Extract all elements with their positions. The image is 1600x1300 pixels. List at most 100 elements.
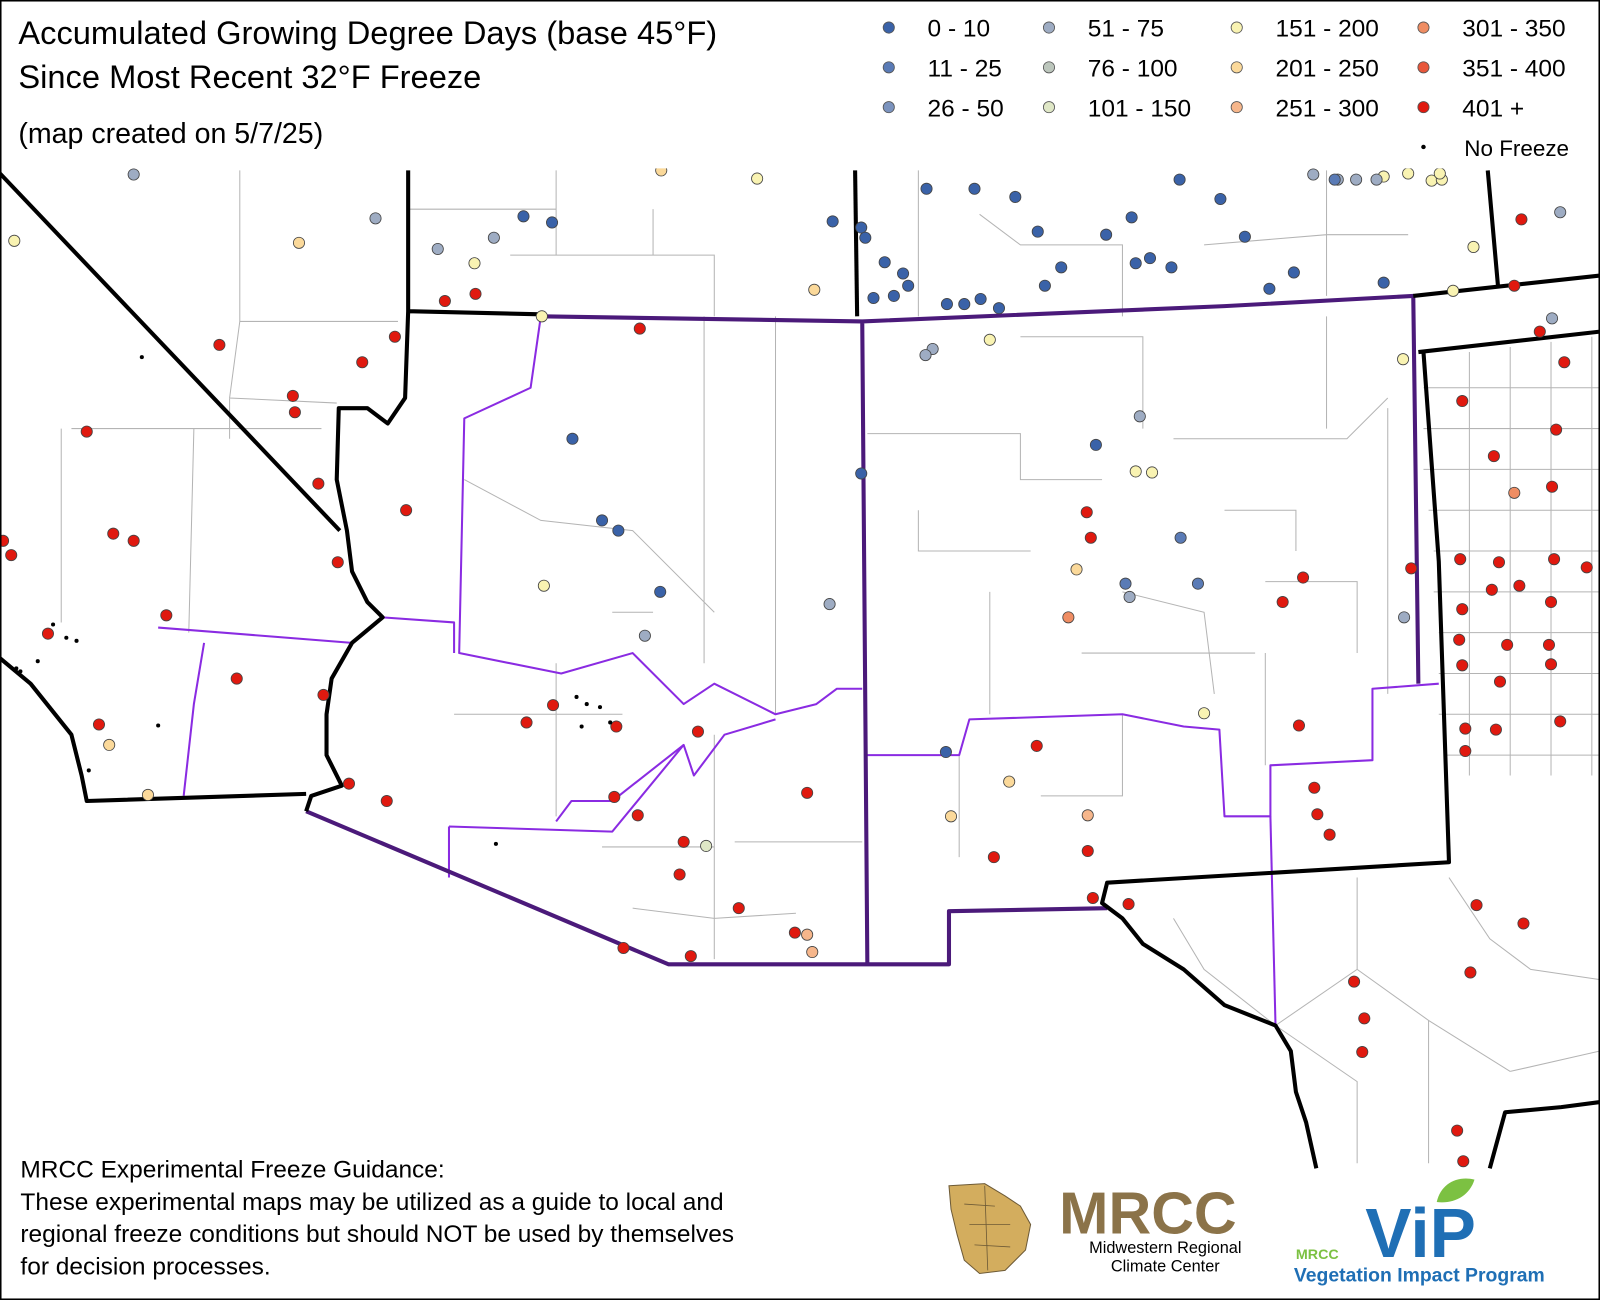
station (1133, 410, 1146, 423)
station (801, 786, 814, 799)
station (897, 267, 910, 280)
station (612, 524, 625, 537)
station (1276, 596, 1289, 609)
station-no-freeze (139, 355, 144, 360)
station-no-freeze (608, 720, 613, 725)
station (1198, 707, 1211, 720)
station (801, 928, 814, 941)
station (317, 688, 330, 701)
station-no-freeze (35, 659, 40, 664)
station (1545, 658, 1558, 671)
station (1030, 739, 1043, 752)
station (1009, 190, 1022, 203)
station (808, 283, 821, 296)
station (1451, 1124, 1464, 1137)
station-no-freeze (18, 669, 23, 674)
legend-swatch (882, 21, 895, 34)
legend-label: No Freeze (1464, 136, 1569, 161)
legend-swatch (1417, 61, 1430, 74)
legend-label: 0 - 10 (928, 16, 991, 43)
station (1501, 638, 1514, 651)
station (992, 302, 1005, 315)
legend-swatch (1421, 144, 1426, 150)
station (141, 788, 154, 801)
station (1485, 583, 1498, 596)
station (1377, 276, 1390, 289)
station (1307, 168, 1320, 181)
station (469, 287, 482, 300)
legend-label: 201 - 250 (1276, 56, 1379, 83)
station (103, 738, 116, 751)
mrcc-logo: MRCC Midwestern Regional Climate Center (948, 1180, 1241, 1275)
station (80, 425, 93, 438)
station (654, 585, 667, 598)
station (1508, 486, 1521, 499)
station (788, 926, 801, 939)
station (974, 292, 987, 305)
station (1062, 611, 1075, 624)
station (596, 514, 609, 527)
station (1214, 192, 1227, 205)
station (537, 579, 550, 592)
station (1297, 571, 1310, 584)
station-no-freeze (86, 768, 91, 773)
station (288, 406, 301, 419)
station (369, 212, 382, 225)
station (1454, 553, 1467, 566)
station (1554, 206, 1567, 219)
map (0, 164, 1600, 1169)
station (1084, 531, 1097, 544)
station (945, 810, 958, 823)
station (1550, 423, 1563, 436)
station (1143, 252, 1157, 265)
station (1100, 228, 1113, 241)
station (1191, 577, 1204, 590)
station (1456, 659, 1469, 672)
station (1081, 809, 1094, 822)
title-line: Accumulated Growing Degree Days (base 45… (18, 14, 717, 51)
legend-swatch (1042, 61, 1055, 74)
station (673, 868, 686, 881)
station (826, 215, 839, 228)
station (0, 534, 10, 547)
station (732, 902, 745, 915)
station-no-freeze (64, 635, 69, 640)
station (160, 609, 173, 622)
vip-logo: MRCC ViP Vegetation Impact Program (1294, 1178, 1545, 1287)
station (1459, 745, 1472, 758)
station-no-freeze (493, 841, 498, 846)
station (1405, 562, 1418, 575)
station (1456, 395, 1469, 408)
station (1165, 261, 1178, 274)
station (855, 467, 868, 480)
legend-label: 11 - 25 (928, 56, 1002, 83)
station (1123, 590, 1136, 603)
station (700, 839, 713, 852)
station (1080, 506, 1093, 519)
station (468, 257, 481, 270)
legend-swatch (1042, 21, 1055, 34)
vip-subtitle: Vegetation Impact Program (1294, 1265, 1545, 1287)
legend: 0 - 10 11 - 25 26 - 50 51 - 75 76 - 100 101 -… (882, 16, 1569, 161)
station-no-freeze (584, 702, 589, 707)
station (1453, 633, 1466, 646)
legend-swatch (1230, 21, 1243, 34)
legend-label: 26 - 50 (928, 95, 1004, 122)
mrcc-subtitle: Climate Center (1111, 1257, 1220, 1275)
station (806, 946, 819, 959)
station (546, 216, 559, 229)
footer-line: These experimental maps may be utilized … (20, 1189, 723, 1216)
station (1129, 257, 1142, 270)
station (1125, 211, 1138, 224)
state-lines (0, 170, 1600, 1169)
station (638, 629, 651, 642)
station (1464, 966, 1477, 979)
station (1492, 556, 1505, 569)
station (1397, 353, 1410, 366)
station-no-freeze (51, 622, 56, 627)
station (292, 236, 305, 249)
station (1546, 480, 1559, 493)
station (1081, 845, 1094, 858)
station (107, 527, 120, 540)
